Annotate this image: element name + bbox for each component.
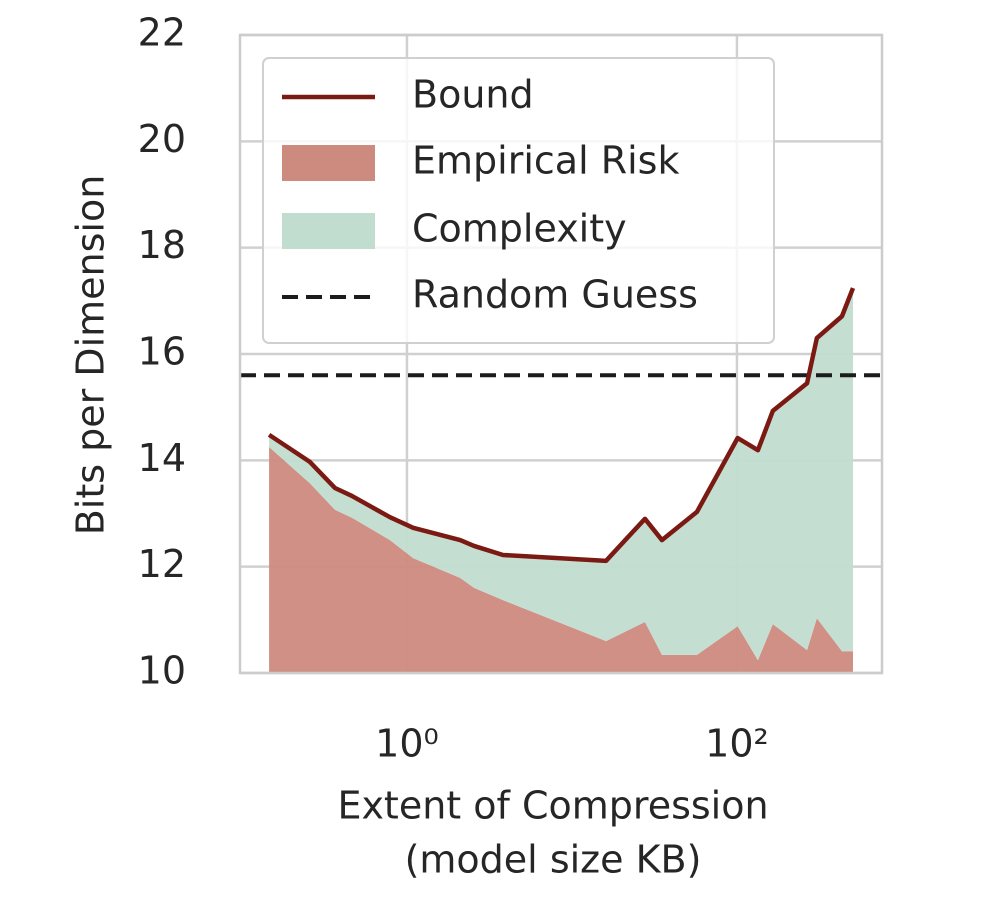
- x-axis-label: (model size KB): [405, 838, 702, 882]
- legend-label: Bound: [412, 73, 534, 117]
- legend-label: Random Guess: [412, 273, 698, 317]
- x-tick-label: 10²: [705, 722, 769, 766]
- y-tick-label: 18: [138, 223, 186, 267]
- legend-swatch: [282, 213, 375, 249]
- legend-label: Complexity: [412, 207, 627, 251]
- x-axis-label: Extent of Compression: [337, 784, 768, 828]
- x-tick-label: 10⁰: [375, 722, 439, 766]
- complexity-area: [269, 288, 853, 661]
- y-tick-label: 22: [138, 11, 186, 55]
- legend-box: [262, 57, 775, 344]
- y-tick-label: 20: [138, 117, 186, 161]
- legend-label: Empirical Risk: [412, 139, 679, 183]
- legend-swatch: [282, 145, 375, 181]
- bound-line: [267, 287, 856, 564]
- y-tick-label: 14: [138, 436, 186, 480]
- plot-frame: [238, 33, 884, 675]
- y-tick-label: 16: [138, 330, 186, 374]
- y-tick-label: 12: [138, 542, 186, 586]
- empirical-risk-area: [269, 447, 853, 673]
- y-tick-label: 10: [138, 649, 186, 693]
- y-axis-label: Bits per Dimension: [69, 175, 113, 536]
